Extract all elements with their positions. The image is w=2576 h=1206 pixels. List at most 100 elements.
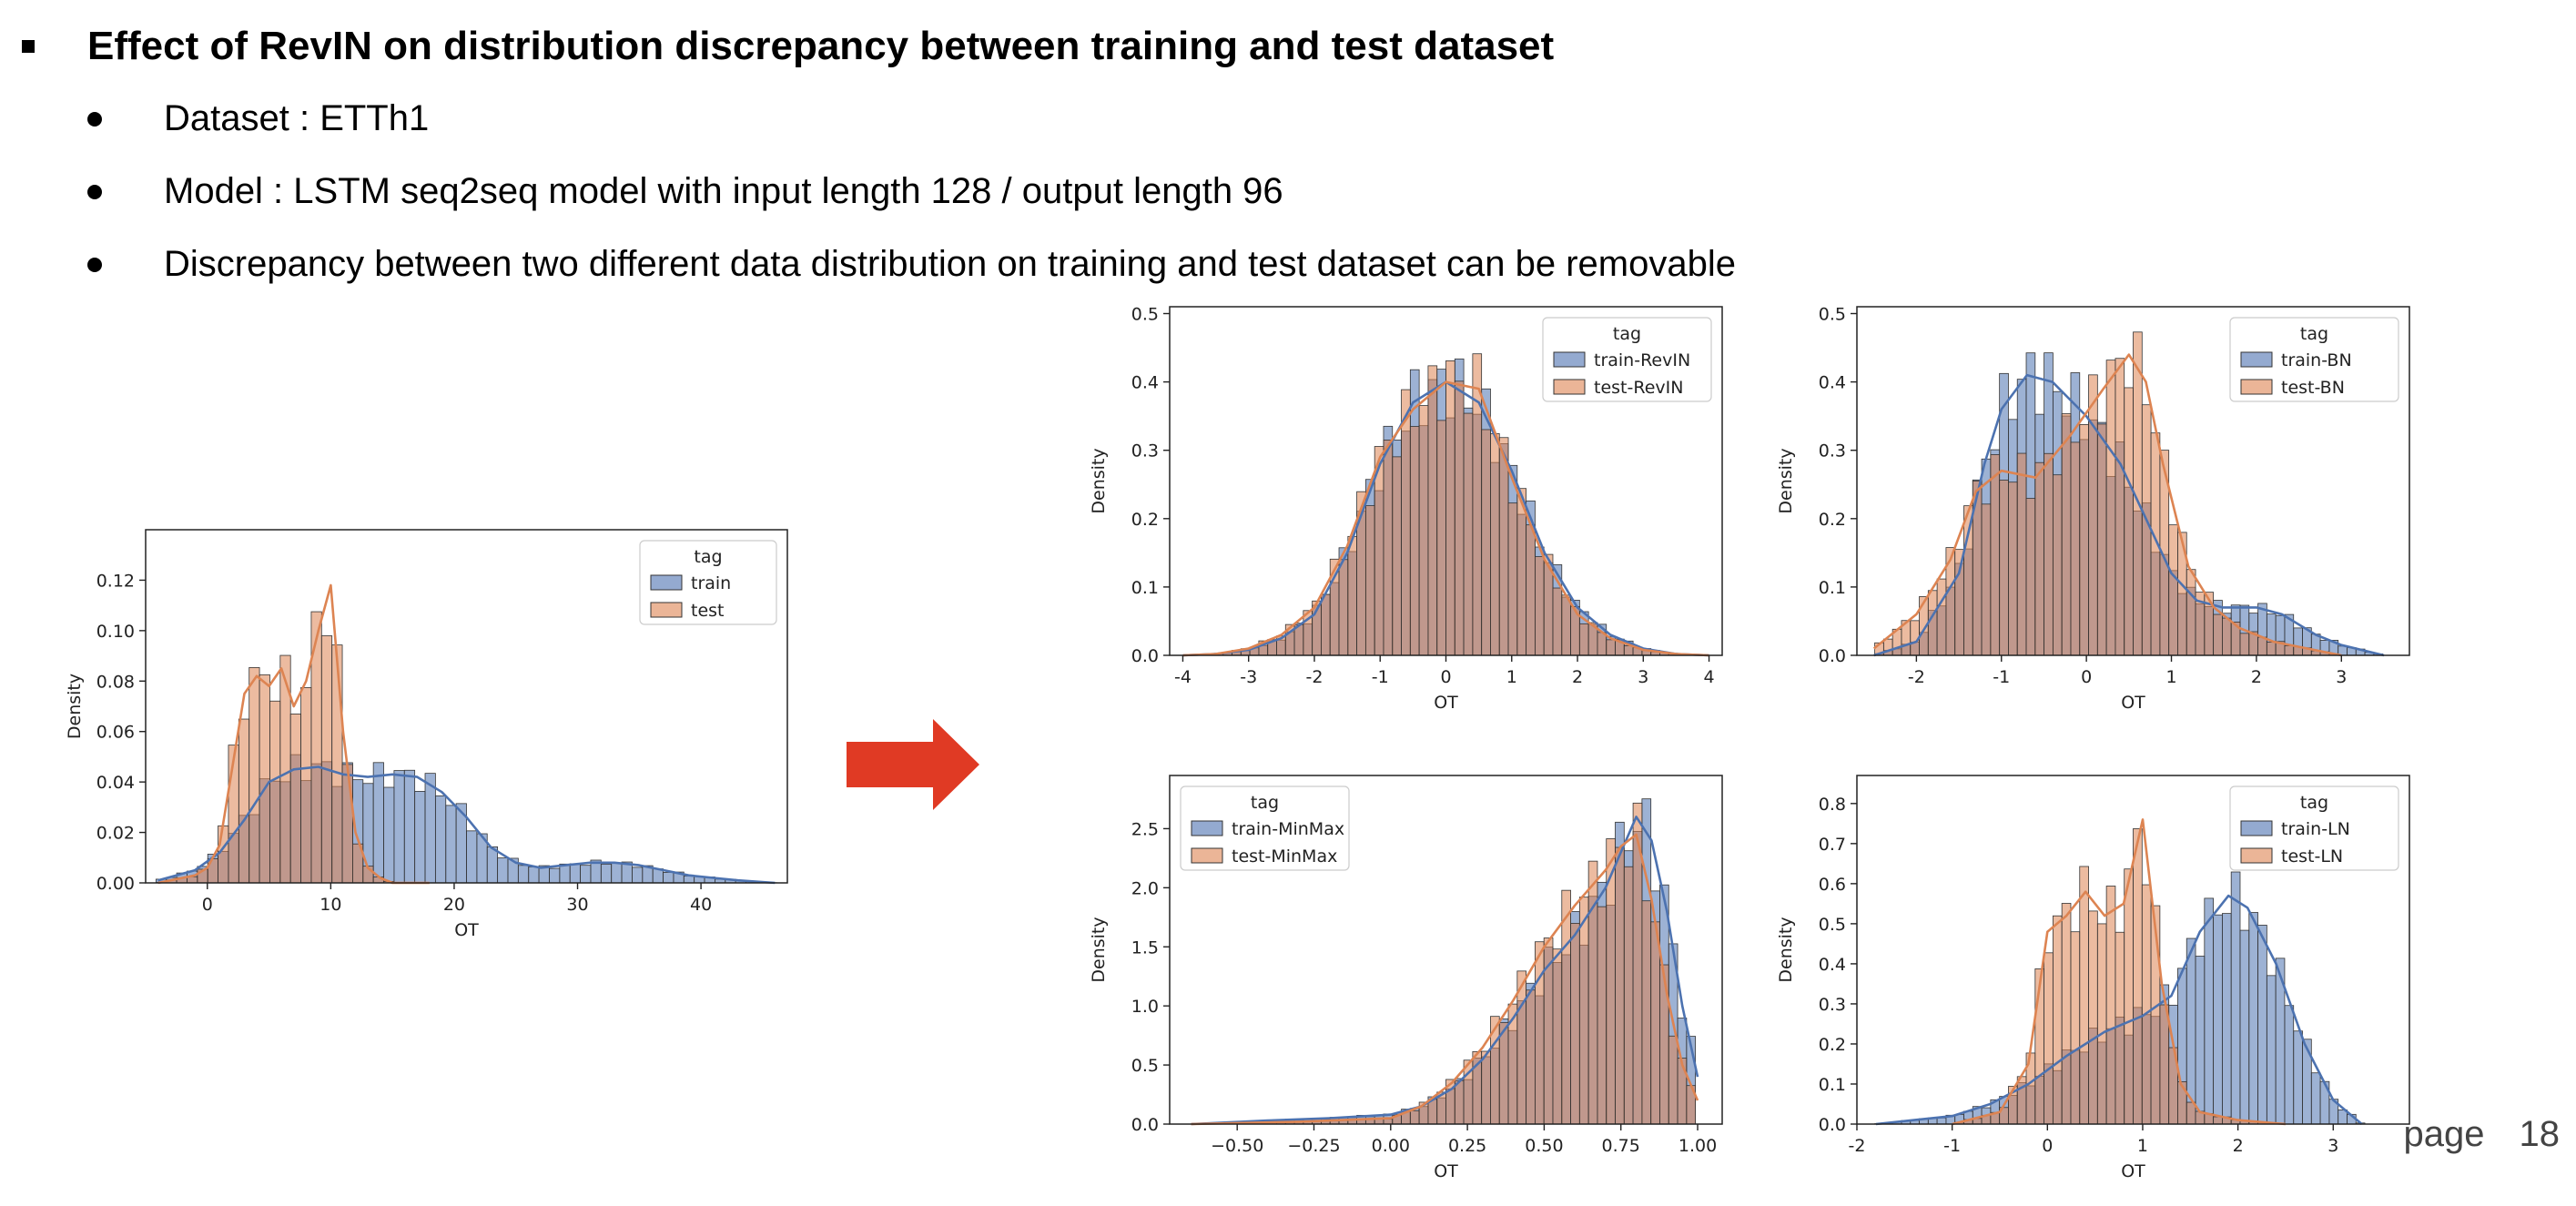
histogram-bar bbox=[2035, 462, 2044, 655]
histogram-bar bbox=[2169, 525, 2178, 655]
histogram-bar bbox=[2053, 916, 2062, 1124]
histogram-bar bbox=[1607, 640, 1616, 655]
y-tick-label: 0.10 bbox=[96, 622, 135, 642]
histogram-bar bbox=[1482, 430, 1491, 655]
x-tick-label: 2 bbox=[1572, 667, 1583, 687]
histogram-bar bbox=[2196, 957, 2205, 1124]
histogram-bar bbox=[415, 791, 425, 883]
histogram-bar bbox=[1455, 381, 1464, 655]
histogram-bar bbox=[2267, 642, 2276, 655]
x-tick-label: 0.50 bbox=[1525, 1136, 1563, 1156]
histogram-bar bbox=[1937, 579, 1946, 655]
y-tick-label: 0.4 bbox=[1819, 955, 1846, 975]
y-tick-label: 0.0 bbox=[1819, 646, 1846, 666]
legend-swatch bbox=[651, 603, 682, 617]
histogram-bar bbox=[249, 667, 259, 883]
y-tick-label: 0.3 bbox=[1131, 441, 1159, 461]
histogram-bar bbox=[2285, 646, 2294, 655]
y-tick-label: 0.6 bbox=[1819, 875, 1846, 895]
x-tick-label: -1 bbox=[1993, 667, 2010, 687]
x-tick-label: -2 bbox=[1305, 667, 1323, 687]
histogram-bar bbox=[1428, 366, 1437, 655]
bullet-text: Model : LSTM seq2seq model with input le… bbox=[164, 171, 1283, 212]
legend-entry: train-BN bbox=[2281, 350, 2352, 370]
legend-swatch bbox=[2241, 352, 2272, 367]
histogram-bar bbox=[632, 867, 642, 883]
histogram-bar bbox=[2115, 932, 2125, 1124]
histogram-bar bbox=[1455, 1080, 1464, 1124]
histogram-bar bbox=[2240, 633, 2249, 655]
histogram-bar bbox=[2240, 930, 2249, 1124]
histogram-bar bbox=[2303, 1039, 2312, 1124]
histogram-bar bbox=[1490, 433, 1499, 655]
histogram-bar bbox=[2017, 453, 2026, 655]
histogram-bar bbox=[1499, 1023, 1508, 1124]
x-tick-label: 1 bbox=[2165, 667, 2176, 687]
histogram-bar bbox=[2258, 925, 2267, 1124]
histogram-bar bbox=[2071, 442, 2080, 655]
legend-entry: test-MinMax bbox=[1232, 846, 1337, 866]
histogram-bar bbox=[2106, 360, 2115, 655]
y-tick-label: 0.0 bbox=[1131, 646, 1159, 666]
y-tick-label: 0.0 bbox=[1819, 1115, 1846, 1135]
legend-title: tag bbox=[2300, 793, 2328, 813]
x-tick-label: -4 bbox=[1174, 667, 1192, 687]
histogram-bar bbox=[1419, 406, 1428, 655]
histogram-bar bbox=[1410, 1110, 1419, 1124]
histogram-bar bbox=[2222, 618, 2231, 655]
y-axis-label: Density bbox=[1776, 917, 1796, 982]
histogram-bar bbox=[446, 806, 456, 883]
y-tick-label: 2.0 bbox=[1131, 878, 1159, 898]
histogram-bar bbox=[1384, 1119, 1393, 1124]
histogram-bar bbox=[2071, 932, 2080, 1124]
histogram-bar bbox=[2115, 359, 2125, 655]
title-row: Effect of RevIN on distribution discrepa… bbox=[22, 24, 1554, 69]
histogram-bar bbox=[1384, 440, 1393, 655]
histogram-bar bbox=[2142, 405, 2151, 655]
x-tick-label: -1 bbox=[1372, 667, 1389, 687]
histogram-bar bbox=[1535, 557, 1544, 655]
legend-entry: train-LN bbox=[2281, 819, 2350, 839]
bullet-dot-icon bbox=[87, 185, 102, 199]
histogram-bar bbox=[2205, 898, 2214, 1124]
histogram-bar bbox=[1668, 1036, 1678, 1124]
x-tick-label: -2 bbox=[1908, 667, 1925, 687]
x-tick-label: 1 bbox=[1506, 667, 1517, 687]
histogram-bar bbox=[1482, 1051, 1491, 1124]
histogram-bar bbox=[394, 771, 404, 883]
histogram-bar bbox=[373, 763, 383, 883]
x-tick-label: 40 bbox=[690, 895, 712, 915]
legend-entry: test-RevIN bbox=[1594, 378, 1683, 398]
y-tick-label: 0.2 bbox=[1131, 510, 1159, 530]
histogram-bar bbox=[1526, 990, 1536, 1124]
x-tick-label: 0.00 bbox=[1372, 1136, 1410, 1156]
x-axis-label: OT bbox=[2121, 1161, 2145, 1181]
histogram-bar bbox=[549, 868, 559, 883]
legend-swatch bbox=[2241, 821, 2272, 836]
y-tick-label: 2.5 bbox=[1131, 819, 1159, 839]
histogram-bar bbox=[2053, 475, 2062, 655]
bullet-item: Dataset : ETTh1 bbox=[87, 98, 429, 139]
y-axis-label: Density bbox=[1776, 448, 1796, 513]
histogram-bar bbox=[2062, 414, 2071, 655]
y-tick-label: 0.04 bbox=[96, 773, 135, 793]
x-tick-label: 20 bbox=[443, 895, 465, 915]
histogram-bar bbox=[529, 866, 539, 883]
histogram-bar bbox=[487, 846, 497, 883]
x-tick-label: 0.75 bbox=[1602, 1136, 1640, 1156]
histogram-bar bbox=[2026, 499, 2035, 655]
legend-title: tag bbox=[1613, 324, 1641, 344]
histogram-bar bbox=[2125, 388, 2134, 655]
x-tick-label: 0 bbox=[2081, 667, 2092, 687]
legend-swatch bbox=[651, 575, 682, 590]
y-tick-label: 0.1 bbox=[1819, 578, 1846, 598]
histogram-bar bbox=[1579, 897, 1588, 1124]
histogram-bar bbox=[1678, 1059, 1687, 1124]
